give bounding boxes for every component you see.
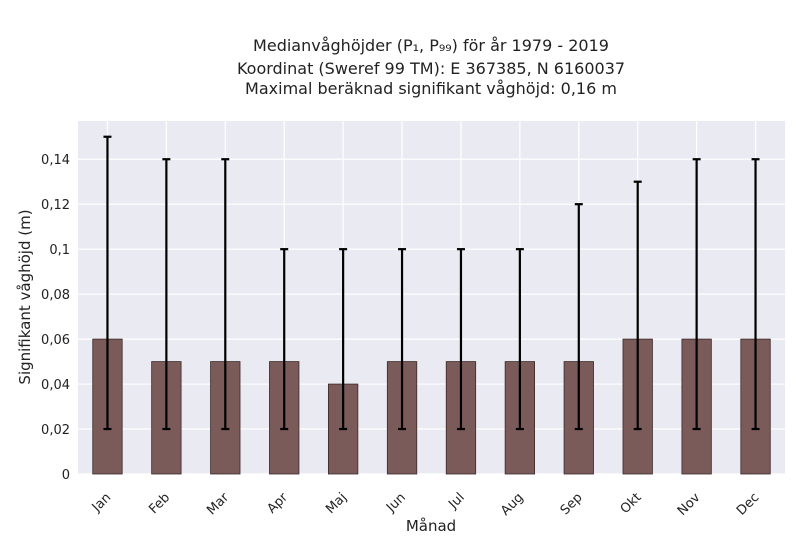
error-bar-maj [339,248,348,431]
error-bar-apr [280,248,289,431]
error-bars [103,135,760,431]
x-tick-label-jun: Jun [383,490,409,516]
x-axis-ticks: Jan Feb Mar Apr Maj Jun Jul Aug Sep Okt Nov Dec [89,490,763,519]
y-tick-label: 0,12 [41,198,70,213]
error-bar-mar [221,158,230,431]
y-axis-label: Signifikant våghöjd (m) [16,209,34,384]
error-bar-jan [103,135,112,431]
x-tick-label-aug: Aug [498,490,527,519]
x-tick-label-maj: Maj [323,490,350,517]
error-bar-dec [751,158,760,431]
y-axis-ticks: 0 0,02 0,04 0,06 0,08 0,1 0,12 0,14 [41,153,70,483]
x-tick-label-jan: Jan [89,490,114,515]
x-tick-label-jul: Jul [445,490,467,512]
y-tick-label: 0,08 [41,288,70,303]
y-tick-label: 0,14 [41,153,70,168]
y-tick-label: 0,04 [41,378,70,393]
title-line-1: Medianvåghöjder (P₁, P₉₉) för år 1979 - … [253,36,609,55]
x-tick-label-feb: Feb [146,490,173,517]
title-line-3: Maximal beräknad signifikant våghöjd: 0,… [245,79,617,98]
x-tick-label-apr: Apr [265,490,292,517]
error-bar-feb [162,158,171,431]
error-bar-okt [633,180,642,431]
error-bar-nov [692,158,701,431]
y-tick-label: 0,02 [41,423,70,438]
x-tick-label-sep: Sep [558,490,586,518]
error-bar-jun [398,248,407,431]
y-tick-label: 0,06 [41,333,70,348]
y-tick-label: 0 [62,468,70,483]
x-tick-label-nov: Nov [675,490,704,519]
error-bar-sep [574,203,583,431]
x-tick-label-mar: Mar [204,490,232,518]
chart-title: Medianvåghöjder (P₁, P₉₉) för år 1979 - … [237,36,625,98]
error-bar-aug [515,248,524,431]
error-bar-jul [456,248,465,431]
x-tick-label-okt: Okt [618,490,645,517]
y-tick-label: 0,1 [49,243,70,258]
x-tick-label-dec: Dec [734,490,762,518]
title-line-2: Koordinat (Sweref 99 TM): E 367385, N 61… [237,59,625,78]
x-axis-label: Månad [406,517,456,535]
plot-area [78,121,785,474]
